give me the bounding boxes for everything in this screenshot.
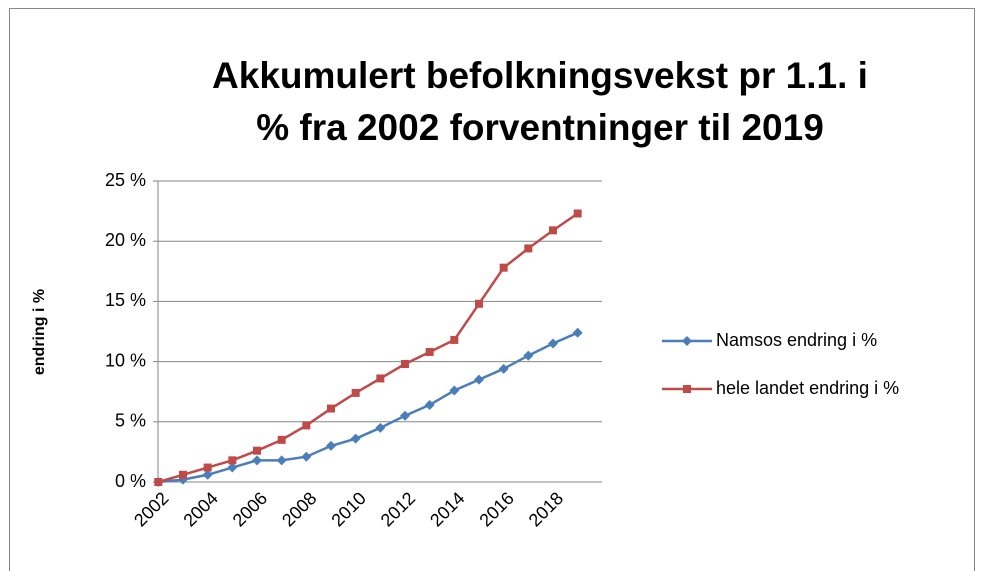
marker bbox=[327, 404, 335, 413]
y-tick-label: 10 % bbox=[105, 350, 146, 370]
marker bbox=[573, 209, 582, 218]
y-axis-label: endring i % bbox=[31, 289, 48, 375]
marker bbox=[350, 433, 361, 444]
x-tick-label: 2014 bbox=[426, 488, 468, 530]
marker bbox=[154, 478, 163, 486]
marker bbox=[302, 421, 311, 430]
x-tick-label: 2012 bbox=[377, 488, 419, 530]
y-tick-label: 15 % bbox=[105, 290, 146, 310]
chart-title: Akkumulert befolkningsvekst pr 1.1. i bbox=[212, 55, 868, 96]
marker bbox=[179, 470, 187, 479]
marker bbox=[424, 399, 435, 410]
marker bbox=[203, 463, 212, 472]
y-tick-label: 5 % bbox=[115, 411, 146, 431]
marker bbox=[202, 469, 213, 480]
series-line bbox=[157, 212, 579, 484]
marker bbox=[549, 226, 557, 235]
marker bbox=[523, 350, 534, 361]
marker bbox=[277, 435, 286, 444]
marker bbox=[301, 451, 312, 462]
marker bbox=[572, 327, 583, 338]
series-line bbox=[158, 331, 579, 484]
y-tick-label: 25 % bbox=[105, 170, 146, 190]
marker bbox=[253, 446, 261, 455]
legend-label: hele landet endring i % bbox=[716, 378, 899, 398]
marker bbox=[524, 244, 533, 253]
marker bbox=[228, 456, 237, 465]
marker bbox=[474, 374, 484, 385]
marker bbox=[276, 455, 287, 466]
legend-marker bbox=[682, 336, 692, 346]
x-tick-label: 2018 bbox=[525, 488, 567, 530]
marker bbox=[475, 299, 483, 308]
marker bbox=[375, 422, 386, 433]
chart-title: % fra 2002 forventninger til 2019 bbox=[256, 107, 824, 148]
marker bbox=[326, 440, 336, 451]
x-tick-label: 2008 bbox=[278, 488, 320, 530]
marker bbox=[351, 388, 360, 397]
marker bbox=[450, 335, 459, 344]
legend-label: Namsos endring i % bbox=[716, 330, 877, 350]
legend-marker bbox=[683, 385, 691, 393]
x-tick-label: 2016 bbox=[475, 488, 517, 530]
marker bbox=[425, 347, 434, 356]
marker bbox=[548, 338, 558, 349]
y-tick-label: 20 % bbox=[105, 230, 146, 250]
marker bbox=[499, 263, 508, 272]
x-tick-label: 2004 bbox=[179, 488, 221, 530]
x-tick-label: 2002 bbox=[130, 488, 172, 530]
marker bbox=[401, 360, 409, 369]
marker bbox=[400, 410, 410, 421]
x-tick-label: 2006 bbox=[229, 488, 271, 530]
marker bbox=[227, 462, 238, 473]
x-tick-label: 2010 bbox=[327, 488, 369, 530]
y-tick-label: 0 % bbox=[115, 471, 146, 491]
marker bbox=[252, 455, 262, 466]
marker bbox=[449, 385, 460, 396]
chart-border bbox=[9, 8, 975, 571]
marker bbox=[498, 363, 509, 374]
marker bbox=[376, 374, 385, 383]
